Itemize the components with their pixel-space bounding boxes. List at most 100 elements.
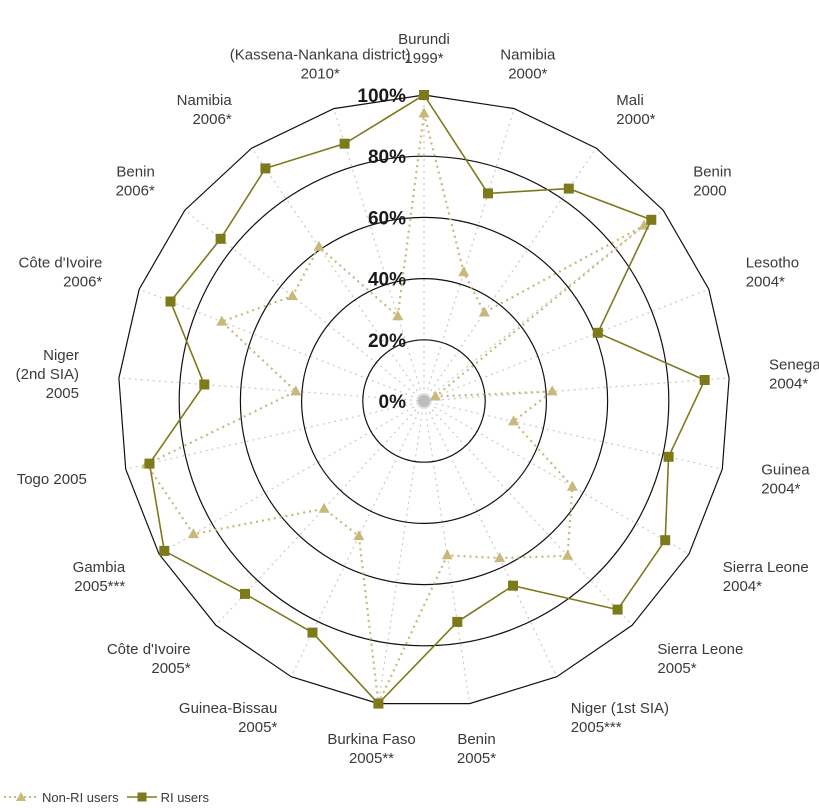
category-label-line: Guinea <box>761 461 810 478</box>
radar-center-dot <box>418 395 430 407</box>
category-label-line: 2006* <box>192 111 231 128</box>
data-point <box>508 415 519 426</box>
chart-legend: Non-RI users RI users <box>2 788 215 806</box>
category-label-line: Senegal <box>769 357 819 374</box>
category-label: Namibia 2000* <box>500 47 556 83</box>
category-label-line: 2005 <box>46 385 79 402</box>
legend-item-non-ri: Non-RI users <box>2 790 119 805</box>
legend-label-non-ri: Non-RI users <box>42 789 119 805</box>
category-label-line: Burkina Faso <box>327 731 415 748</box>
radar-grid-ring <box>239 216 609 586</box>
radar-spoke <box>423 400 723 470</box>
category-label-line: 2005* <box>457 750 496 767</box>
category-label-line: Guinea-Bissau <box>179 700 277 717</box>
category-label-line: (Kassena-Nankana district) <box>230 47 411 64</box>
data-point <box>318 502 330 513</box>
category-label: Benin 2006* <box>116 164 155 200</box>
data-point <box>478 306 490 317</box>
data-point <box>592 327 603 338</box>
category-label: Niger (1st SIA) 2005*** <box>571 700 669 736</box>
category-label-line: 2004* <box>746 273 785 290</box>
category-label-line: 2005*** <box>74 578 125 595</box>
radar-spoke <box>377 400 425 704</box>
data-point <box>612 604 623 615</box>
category-label-line: Mali <box>616 92 644 109</box>
data-point <box>660 535 671 546</box>
category-label-line: 2004* <box>723 578 762 595</box>
data-point <box>216 315 228 326</box>
data-point <box>566 480 578 491</box>
category-label-line: 2005* <box>151 660 190 677</box>
radar-spoke <box>423 288 710 402</box>
data-point <box>313 240 325 251</box>
data-point <box>429 390 441 401</box>
category-label: Namibia 2006* <box>177 92 233 128</box>
data-point <box>392 310 404 321</box>
category-label-line: Benin <box>116 164 154 181</box>
category-label: Burundi 1999* <box>398 31 450 67</box>
data-point <box>339 138 350 149</box>
category-label-line: Côte d'Ivoire <box>107 641 191 658</box>
category-label: Lesotho 2004* <box>746 254 799 290</box>
data-point <box>159 545 170 556</box>
category-label: Côte d'Ivoire 2006* <box>19 254 103 290</box>
category-label-line: Gambia <box>73 559 126 576</box>
category-label-line: 2006* <box>116 183 155 200</box>
data-point <box>452 616 463 627</box>
data-point <box>458 266 470 277</box>
data-point <box>508 580 518 591</box>
category-label-line: Namibia <box>177 92 233 109</box>
category-label-line: Sierra Leone <box>723 559 809 576</box>
data-point <box>418 107 430 118</box>
category-label-line: 2004* <box>761 480 800 497</box>
category-label: Guinea 2004* <box>761 461 810 497</box>
data-point <box>441 549 453 560</box>
category-label-line: 2004* <box>769 376 808 393</box>
radar-spoke <box>423 377 730 402</box>
category-label-line: 1999* <box>404 50 443 67</box>
radar-grid-ring <box>178 155 670 647</box>
category-label: Senegal 2004* <box>769 357 819 393</box>
data-point <box>286 290 298 301</box>
radar-grid-ring <box>362 339 486 463</box>
radar-grid-ring <box>301 278 548 525</box>
data-point <box>483 188 493 199</box>
legend-item-ri: RI users <box>125 790 209 805</box>
tick-label: 20% <box>368 331 406 352</box>
category-label: Côte d'Ivoire 2005* <box>107 641 191 677</box>
data-point <box>638 219 650 230</box>
category-label: Togo 2005 <box>17 471 87 488</box>
category-label: Niger (2nd SIA) 2005 <box>16 347 79 402</box>
data-point <box>165 296 176 307</box>
legend-swatch-non-ri <box>4 792 38 801</box>
data-point <box>699 375 710 385</box>
radar-series <box>141 90 710 709</box>
category-label-line: Côte d'Ivoire <box>19 254 103 271</box>
category-label-line: 2006* <box>63 273 102 290</box>
data-point <box>307 627 318 638</box>
category-label: Sierra Leone 2004* <box>723 559 809 595</box>
category-label: Gambia 2005*** <box>73 559 126 595</box>
category-label-line: 2005** <box>349 750 394 767</box>
category-label-line: (2nd SIA) <box>16 366 79 383</box>
category-label-line: Namibia <box>500 47 556 64</box>
data-point <box>187 528 199 539</box>
data-point <box>353 530 365 541</box>
data-point <box>290 385 302 396</box>
data-point <box>563 183 574 194</box>
data-point <box>419 90 429 100</box>
tick-label: 60% <box>368 208 406 229</box>
category-label-line: Benin <box>457 731 495 748</box>
radar-spoke <box>423 400 633 626</box>
radar-spoke <box>158 400 425 555</box>
radar-gridlines <box>118 94 730 705</box>
data-point <box>546 385 558 396</box>
data-point <box>494 552 506 563</box>
tick-label: 40% <box>368 270 406 291</box>
category-label: Mali 2000* <box>616 92 655 128</box>
category-label-line: 2005*** <box>571 719 622 736</box>
data-point <box>215 233 226 244</box>
radar-category-labels: Burundi 1999* Namibia 2000* Mali 2000* Benin 20… <box>16 31 819 767</box>
category-label-line: Niger <box>43 347 79 364</box>
category-label-line: Sierra Leone <box>657 641 743 658</box>
